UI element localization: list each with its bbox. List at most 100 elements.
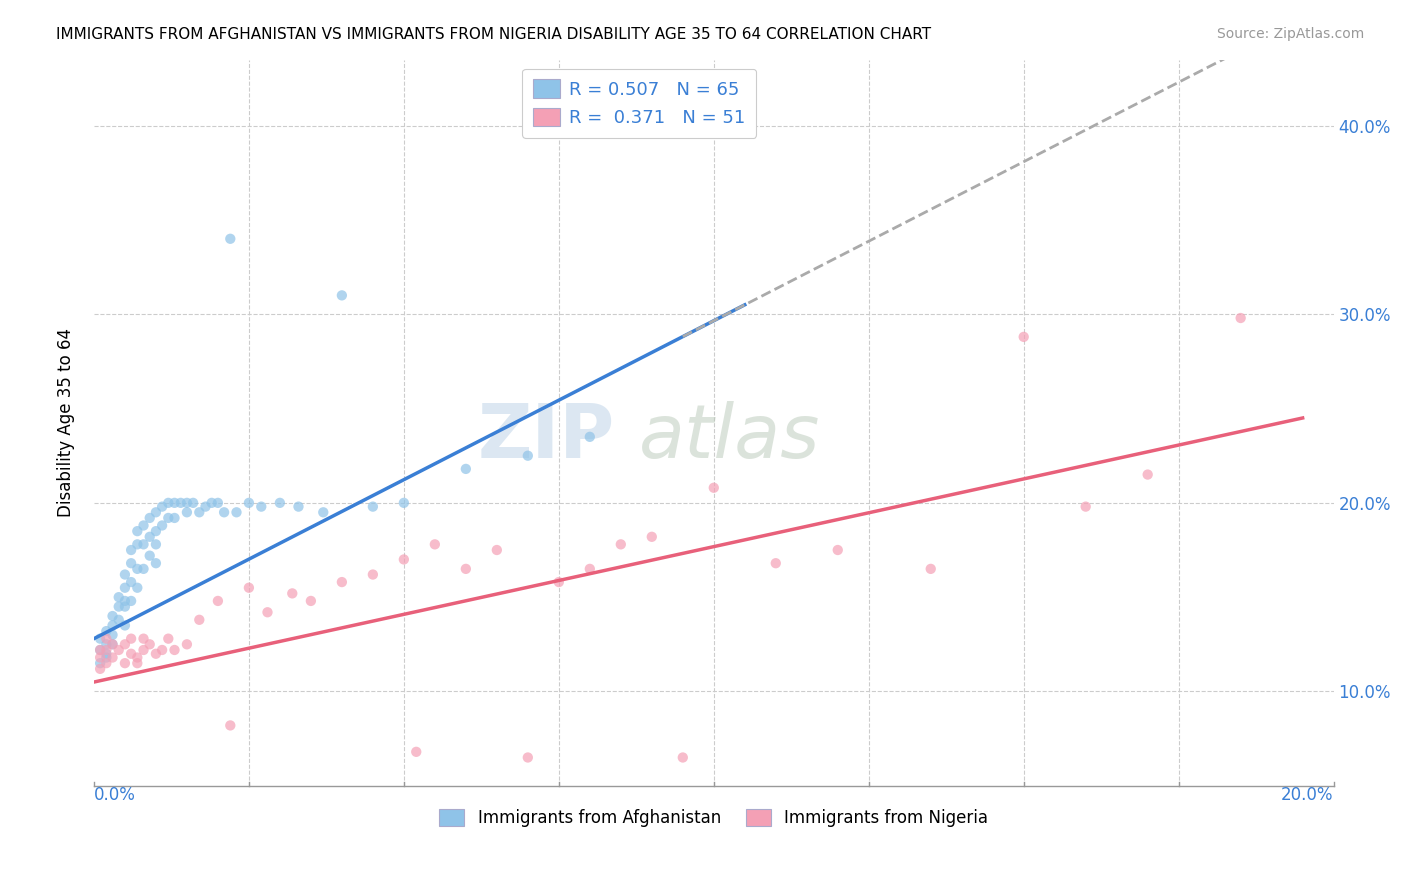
Point xyxy=(194,500,217,514)
Y-axis label: Disability Age 35 to 64: Disability Age 35 to 64 xyxy=(58,328,75,517)
Point xyxy=(96,637,118,651)
Point xyxy=(127,524,149,538)
Point xyxy=(138,530,160,544)
Point xyxy=(312,505,335,519)
Point xyxy=(641,530,664,544)
Point xyxy=(150,643,173,657)
Point xyxy=(145,505,167,519)
Point xyxy=(703,481,725,495)
Point xyxy=(392,552,415,566)
Point xyxy=(163,643,186,657)
Point xyxy=(1229,311,1251,326)
Point xyxy=(138,511,160,525)
Point xyxy=(157,496,180,510)
Point xyxy=(269,496,291,510)
Point xyxy=(114,581,136,595)
Point xyxy=(238,581,260,595)
Point xyxy=(89,632,111,646)
Point xyxy=(765,556,787,570)
Point xyxy=(405,745,427,759)
Point xyxy=(101,650,124,665)
Point xyxy=(150,518,173,533)
Point xyxy=(672,750,695,764)
Point xyxy=(114,594,136,608)
Point xyxy=(330,575,353,590)
Point xyxy=(138,637,160,651)
Point xyxy=(485,543,508,558)
Point xyxy=(163,496,186,510)
Point xyxy=(578,430,600,444)
Point xyxy=(101,609,124,624)
Point xyxy=(120,543,142,558)
Point xyxy=(101,637,124,651)
Point xyxy=(120,632,142,646)
Point xyxy=(96,650,118,665)
Text: ZIP: ZIP xyxy=(478,401,614,474)
Point xyxy=(96,624,118,639)
Point xyxy=(96,656,118,670)
Point xyxy=(1074,500,1097,514)
Point xyxy=(176,637,198,651)
Point xyxy=(120,556,142,570)
Point xyxy=(238,496,260,510)
Point xyxy=(96,647,118,661)
Point xyxy=(157,632,180,646)
Point xyxy=(188,613,211,627)
Point xyxy=(176,496,198,510)
Point xyxy=(207,496,229,510)
Point xyxy=(516,750,538,764)
Point xyxy=(1012,330,1035,344)
Point xyxy=(120,647,142,661)
Point xyxy=(392,496,415,510)
Point xyxy=(201,496,224,510)
Point xyxy=(101,637,124,651)
Point xyxy=(127,562,149,576)
Text: IMMIGRANTS FROM AFGHANISTAN VS IMMIGRANTS FROM NIGERIA DISABILITY AGE 35 TO 64 C: IMMIGRANTS FROM AFGHANISTAN VS IMMIGRANT… xyxy=(56,27,931,42)
Point xyxy=(150,500,173,514)
Point xyxy=(96,632,118,646)
Point xyxy=(145,537,167,551)
Point xyxy=(610,537,633,551)
Point xyxy=(212,505,235,519)
Point xyxy=(145,556,167,570)
Point xyxy=(114,656,136,670)
Point xyxy=(127,537,149,551)
Point xyxy=(101,628,124,642)
Point xyxy=(114,618,136,632)
Point xyxy=(225,505,247,519)
Point xyxy=(145,647,167,661)
Point xyxy=(516,449,538,463)
Point xyxy=(114,567,136,582)
Point xyxy=(157,511,180,525)
Point xyxy=(361,567,384,582)
Point xyxy=(138,549,160,563)
Point xyxy=(107,613,129,627)
Text: 0.0%: 0.0% xyxy=(94,786,136,804)
Point xyxy=(176,505,198,519)
Point xyxy=(299,594,322,608)
Point xyxy=(250,500,273,514)
Point xyxy=(170,496,193,510)
Point xyxy=(1136,467,1159,482)
Point xyxy=(207,594,229,608)
Point xyxy=(101,618,124,632)
Point xyxy=(578,562,600,576)
Point xyxy=(219,232,242,246)
Point xyxy=(454,562,477,576)
Point xyxy=(89,656,111,670)
Point xyxy=(107,643,129,657)
Point xyxy=(181,496,204,510)
Point xyxy=(827,543,849,558)
Point xyxy=(89,643,111,657)
Point xyxy=(423,537,446,551)
Point xyxy=(132,643,155,657)
Text: atlas: atlas xyxy=(640,401,821,474)
Point xyxy=(114,637,136,651)
Point xyxy=(107,590,129,604)
Point xyxy=(132,518,155,533)
Point xyxy=(120,575,142,590)
Point xyxy=(145,524,167,538)
Point xyxy=(89,650,111,665)
Point xyxy=(281,586,304,600)
Text: 20.0%: 20.0% xyxy=(1281,786,1334,804)
